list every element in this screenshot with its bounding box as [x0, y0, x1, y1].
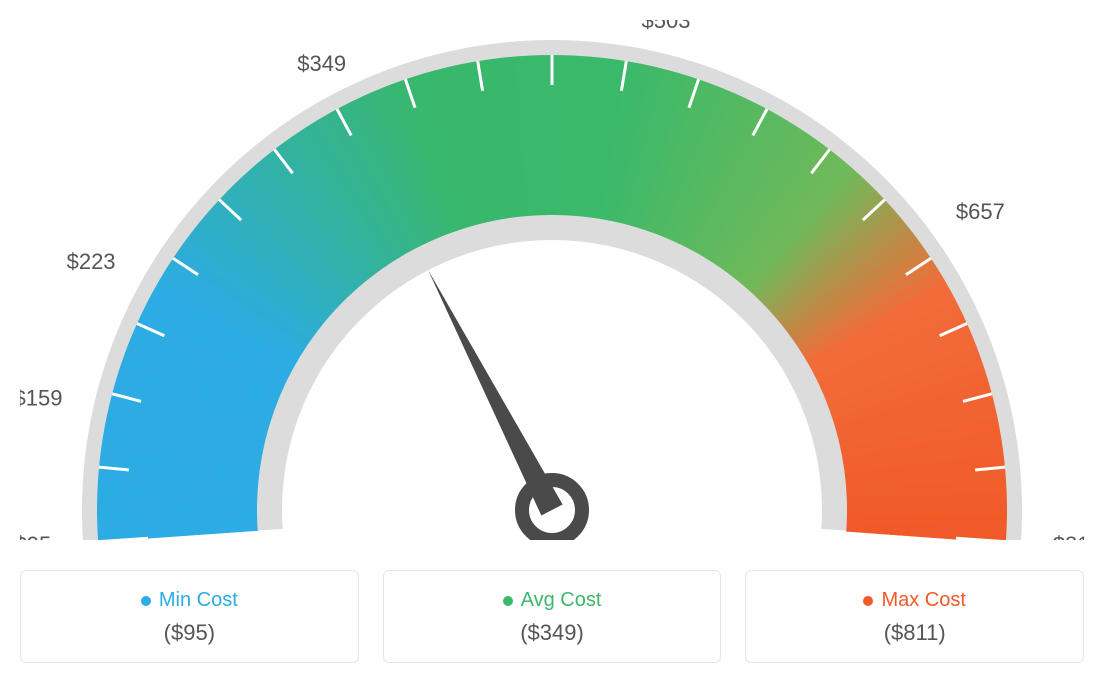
legend-label-text: Avg Cost — [521, 589, 602, 612]
legend-card-min: Min Cost ($95) — [20, 570, 359, 663]
legend-label-text: Max Cost — [881, 589, 965, 612]
gauge-svg: $95 $159 $223 $349 $503 $657 $811 — [20, 20, 1084, 540]
gauge-tick-label: $349 — [297, 51, 346, 76]
cost-gauge-chart: $95 $159 $223 $349 $503 $657 $811 — [20, 20, 1084, 540]
gauge-tick-label: $159 — [20, 386, 62, 411]
gauge-tick-label: $811 — [1053, 532, 1084, 540]
legend-value: ($95) — [21, 620, 358, 646]
gauge-color-arc — [97, 55, 1007, 540]
legend-value: ($811) — [746, 620, 1083, 646]
legend-card-max: Max Cost ($811) — [745, 570, 1084, 663]
legend-value: ($349) — [384, 620, 721, 646]
legend-label: Min Cost — [141, 589, 238, 612]
gauge-tick-label: $223 — [67, 249, 116, 274]
legend-label: Avg Cost — [503, 589, 602, 612]
gauge-tick-label: $657 — [956, 199, 1005, 224]
legend-label: Max Cost — [863, 589, 965, 612]
legend-dot-icon — [503, 596, 513, 606]
legend-card-avg: Avg Cost ($349) — [383, 570, 722, 663]
legend-label-text: Min Cost — [159, 589, 238, 612]
gauge-tick-label: $95 — [20, 532, 51, 540]
gauge-tick-label: $503 — [642, 20, 691, 33]
legend-dot-icon — [863, 596, 873, 606]
legend-row: Min Cost ($95) Avg Cost ($349) Max Cost ($811… — [20, 570, 1084, 663]
legend-dot-icon — [141, 596, 151, 606]
